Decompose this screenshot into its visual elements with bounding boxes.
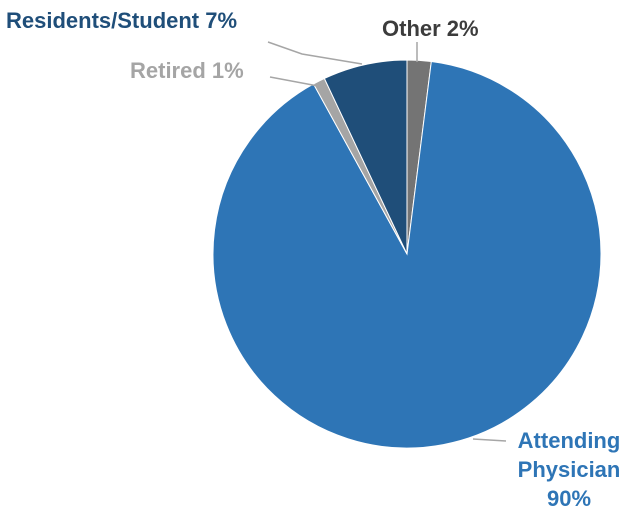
pie-slice-residents-student <box>323 59 408 255</box>
leader-line-residents <box>267 41 363 65</box>
pie-slice-attending-physician <box>212 60 602 449</box>
leader-lines <box>267 41 507 442</box>
data-label-other: Other 2% <box>382 16 479 41</box>
data-label-retired: Retired 1% <box>130 58 244 83</box>
leader-line-attending <box>472 438 507 442</box>
pie-slices <box>212 59 602 449</box>
data-label-attending-line1: Attending <box>518 428 621 453</box>
leader-line-retired <box>269 76 319 87</box>
data-label-attending-line2: Physician <box>518 457 621 482</box>
data-label-residents: Residents/Student 7% <box>6 8 237 33</box>
data-label-attending-line3: 90% <box>547 486 591 511</box>
